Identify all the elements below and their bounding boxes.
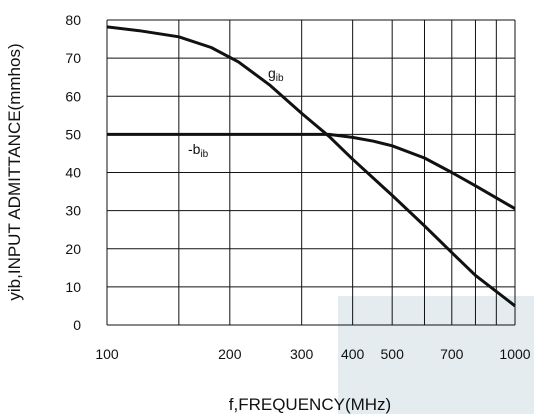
x-axis-title: f,FREQUENCY(MHz) [229,395,391,414]
x-tick-label-400: 400 [341,346,365,362]
watermark-shape [338,296,534,414]
y-axis-title: yib,INPUT ADMITTANCE(mmhos) [5,43,24,300]
y-tick-label-30: 30 [65,203,81,219]
series-line-gib [106,25,516,308]
series-lines [106,25,516,308]
y-tick-label-80: 80 [65,12,81,28]
y-tick-label-10: 10 [65,279,81,295]
x-tick-label-300: 300 [290,346,314,362]
x-tick-label-500: 500 [381,346,405,362]
series-label-bib-main: -b [188,141,201,157]
plot-grid [106,19,516,326]
y-tick-label-20: 20 [65,241,81,257]
series-label-gib: gib [268,65,284,84]
series-label-bib-sub: ib [200,149,208,160]
series-label-gib-sub: ib [276,73,284,84]
y-tick-label-0: 0 [73,317,81,333]
x-tick-label-200: 200 [218,346,242,362]
x-tick-labels: 100 200 300 400 500 700 1000 [95,346,530,362]
series-line-bib [107,132,516,210]
y-tick-label-70: 70 [65,50,81,66]
series-label-gib-main: g [268,65,276,81]
x-tick-label-700: 700 [440,346,464,362]
series-label-bib: -bib [188,141,209,160]
y-tick-label-50: 50 [65,126,81,142]
x-tick-label-1000: 1000 [499,346,530,362]
x-tick-label-100: 100 [95,346,119,362]
y-tick-label-40: 40 [65,165,81,181]
y-tick-label-60: 60 [65,88,81,104]
y-tick-labels: 0 10 20 30 40 50 60 70 80 [65,12,81,333]
